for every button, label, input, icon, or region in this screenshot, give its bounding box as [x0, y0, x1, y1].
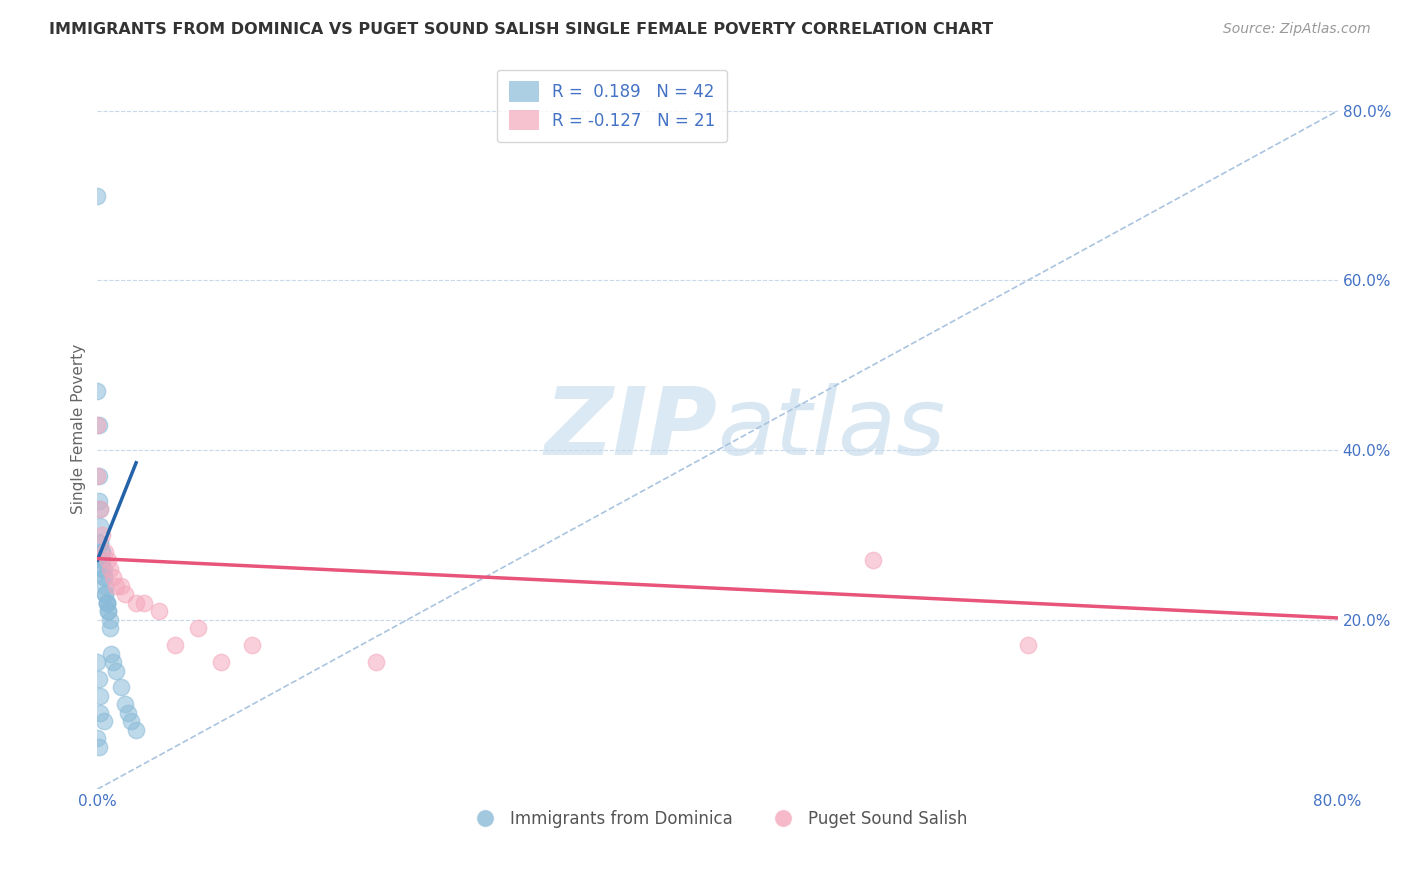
Point — [89, 689, 111, 703]
Point — [96, 596, 118, 610]
Point — [91, 545, 114, 559]
Point — [91, 553, 114, 567]
Point — [86, 655, 108, 669]
Point — [87, 672, 110, 686]
Point — [101, 655, 124, 669]
Point — [87, 739, 110, 754]
Point — [94, 587, 117, 601]
Point — [148, 604, 170, 618]
Point — [93, 562, 115, 576]
Point — [125, 596, 148, 610]
Point — [117, 706, 139, 720]
Point — [100, 647, 122, 661]
Point — [1017, 638, 1039, 652]
Point — [132, 596, 155, 610]
Point — [104, 664, 127, 678]
Point — [94, 587, 117, 601]
Point — [93, 570, 115, 584]
Y-axis label: Single Female Poverty: Single Female Poverty — [72, 343, 86, 514]
Point — [86, 188, 108, 202]
Point — [86, 731, 108, 746]
Point — [366, 655, 388, 669]
Point — [97, 604, 120, 618]
Point — [242, 638, 264, 652]
Point — [120, 714, 142, 729]
Point — [98, 621, 121, 635]
Point — [94, 545, 117, 559]
Point — [101, 570, 124, 584]
Legend: Immigrants from Dominica, Puget Sound Salish: Immigrants from Dominica, Puget Sound Sa… — [461, 804, 973, 835]
Point — [86, 468, 108, 483]
Point — [87, 494, 110, 508]
Point — [110, 681, 132, 695]
Point — [91, 553, 114, 567]
Point — [91, 562, 114, 576]
Point — [209, 655, 232, 669]
Point — [89, 706, 111, 720]
Point — [93, 714, 115, 729]
Point — [93, 570, 115, 584]
Point — [89, 502, 111, 516]
Point — [187, 621, 209, 635]
Point — [89, 519, 111, 533]
Point — [98, 562, 121, 576]
Point — [163, 638, 186, 652]
Text: atlas: atlas — [717, 384, 946, 475]
Point — [86, 384, 108, 398]
Point — [98, 613, 121, 627]
Point — [114, 698, 136, 712]
Text: Source: ZipAtlas.com: Source: ZipAtlas.com — [1223, 22, 1371, 37]
Point — [97, 604, 120, 618]
Point — [114, 587, 136, 601]
Point — [91, 528, 114, 542]
Text: ZIP: ZIP — [544, 383, 717, 475]
Point — [96, 596, 118, 610]
Point — [125, 723, 148, 737]
Point — [89, 536, 111, 550]
Point — [89, 536, 111, 550]
Point — [110, 579, 132, 593]
Point — [97, 553, 120, 567]
Point — [104, 579, 127, 593]
Point — [862, 553, 884, 567]
Point — [87, 417, 110, 432]
Point — [86, 417, 108, 432]
Point — [89, 502, 111, 516]
Point — [91, 545, 114, 559]
Text: IMMIGRANTS FROM DOMINICA VS PUGET SOUND SALISH SINGLE FEMALE POVERTY CORRELATION: IMMIGRANTS FROM DOMINICA VS PUGET SOUND … — [49, 22, 993, 37]
Point — [94, 579, 117, 593]
Point — [87, 468, 110, 483]
Point — [96, 596, 118, 610]
